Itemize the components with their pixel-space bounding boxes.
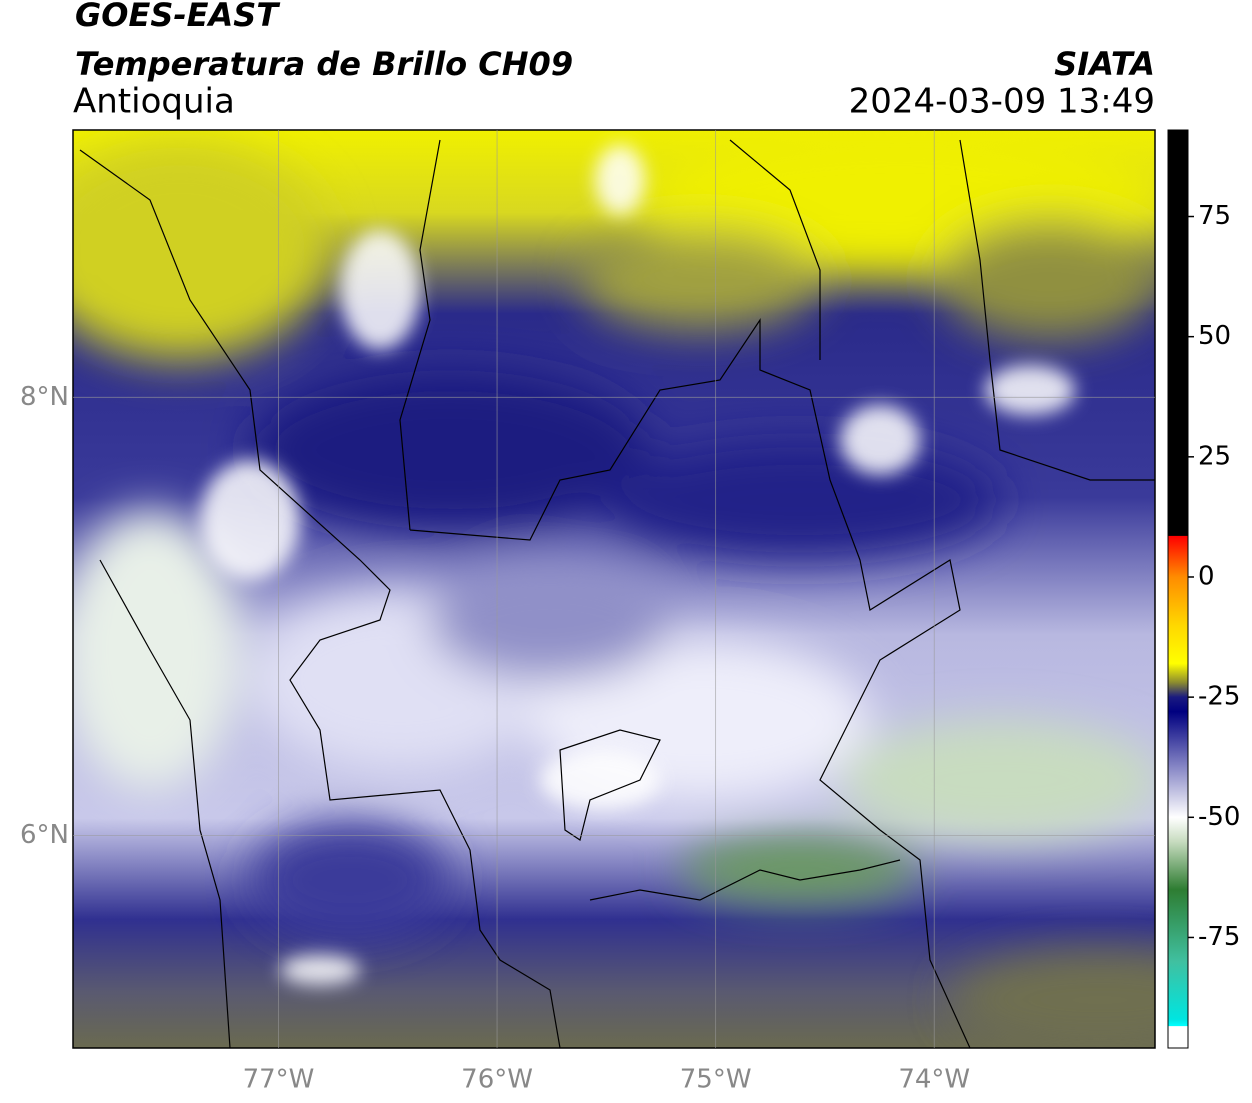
colorbar-tick-label: 0 [1198, 561, 1215, 591]
source: SIATA [1054, 45, 1155, 83]
datetime: 2024-03-09 13:49 [849, 82, 1155, 122]
title: GOES-EAST [75, 0, 280, 34]
x-tick-label: 75°W [680, 1065, 752, 1095]
x-tick-label: 76°W [461, 1065, 533, 1095]
subtitle: Temperatura de Brillo CH09 [75, 45, 573, 83]
colorbar-tick-label: 75 [1198, 201, 1231, 231]
colorbar-tick-label: 25 [1198, 441, 1231, 471]
colorbar-tick-label: -50 [1198, 802, 1240, 832]
region: Antioquia [73, 82, 235, 122]
x-tick-label: 77°W [243, 1065, 315, 1095]
map-frame [72, 129, 1156, 1049]
colorbar-tick-label: 50 [1198, 321, 1231, 351]
colorbar-tick-label: -25 [1198, 682, 1240, 712]
y-tick-label: 6°N [20, 820, 69, 850]
x-tick-label: 74°W [898, 1065, 970, 1095]
satellite-image [73, 130, 1155, 1048]
colorbar [1167, 129, 1189, 1049]
y-tick-label: 8°N [20, 382, 69, 412]
colorbar-tick-label: -75 [1198, 922, 1240, 952]
